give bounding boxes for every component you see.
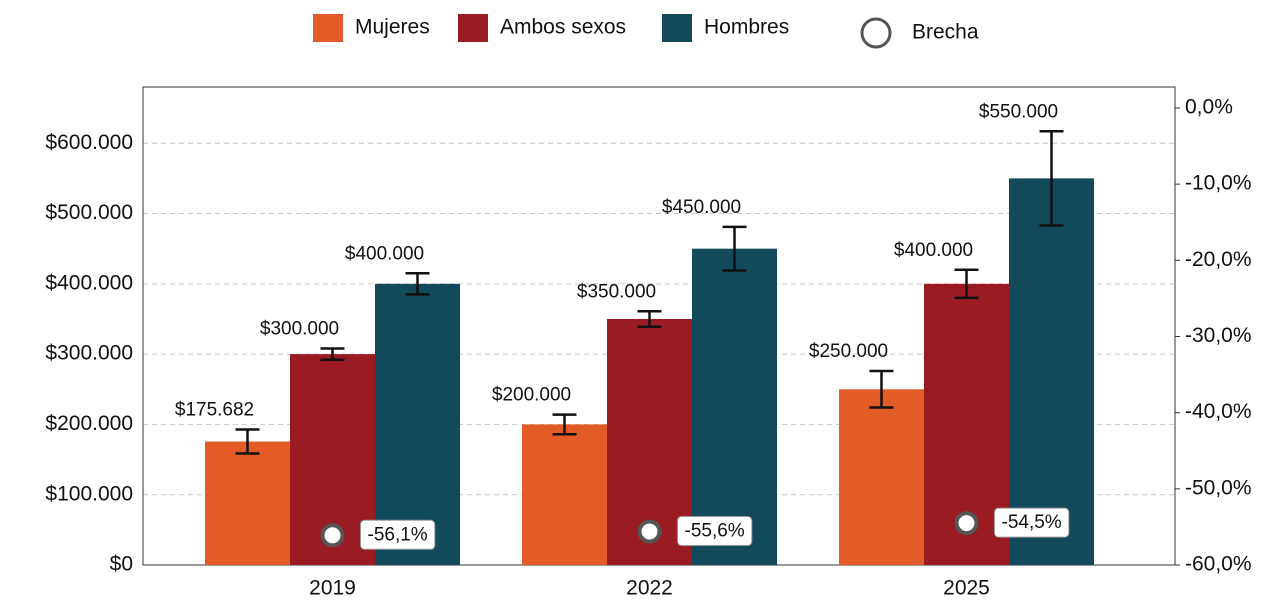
y-tick-label: $300.000 — [45, 342, 133, 365]
value-label: $175.682 — [175, 400, 254, 421]
bar — [1009, 178, 1094, 565]
gap-point — [954, 511, 979, 536]
legend-swatch — [313, 14, 343, 42]
legend-label: Brecha — [912, 21, 979, 44]
legend-swatch — [662, 14, 692, 42]
gap-label-box — [994, 507, 1070, 538]
error-bar — [637, 309, 662, 328]
value-label: $250.000 — [809, 341, 888, 362]
value-label: $400.000 — [894, 240, 973, 261]
error-bar — [235, 428, 260, 455]
gap-point — [637, 519, 662, 544]
legend-label: Ambos sexos — [500, 16, 626, 39]
error-bar — [1039, 130, 1064, 227]
y-tick-label: $0 — [110, 553, 133, 576]
x-tick-label: 2025 — [943, 577, 990, 600]
bar — [522, 424, 607, 565]
value-label: $450.000 — [662, 197, 741, 218]
value-label: $300.000 — [260, 319, 339, 340]
error-bar — [552, 413, 577, 436]
error-bar — [954, 268, 979, 300]
error-bar — [869, 369, 894, 409]
y-tick-label: $400.000 — [45, 271, 133, 294]
bar — [205, 441, 290, 565]
legend-swatch — [458, 14, 488, 42]
value-label: $400.000 — [345, 243, 424, 264]
gap-label: -55,6% — [685, 520, 745, 541]
y2-tick-label: -50,0% — [1185, 476, 1252, 499]
y-tick-label: $200.000 — [45, 412, 133, 435]
gap-label-box — [360, 519, 436, 550]
y2-tick-label: -60,0% — [1185, 553, 1252, 576]
y2-tick-label: 0,0% — [1185, 95, 1233, 118]
gap-label: -56,1% — [368, 524, 428, 545]
legend-label: Hombres — [704, 16, 789, 39]
y-tick-label: $100.000 — [45, 482, 133, 505]
bar — [692, 248, 777, 566]
gap-point — [320, 523, 345, 548]
gap-label: -54,5% — [1002, 512, 1062, 533]
x-tick-label: 2022 — [626, 577, 673, 600]
error-bar — [722, 225, 747, 272]
legend-label: Mujeres — [355, 16, 430, 39]
value-label: $200.000 — [492, 385, 571, 406]
x-tick-label: 2019 — [309, 577, 356, 600]
gap-label-box — [677, 515, 753, 546]
value-label: $550.000 — [979, 101, 1058, 122]
y2-tick-label: -30,0% — [1185, 324, 1252, 347]
y-tick-label: $600.000 — [45, 131, 133, 154]
value-label: $350.000 — [577, 281, 656, 302]
y-tick-label: $500.000 — [45, 201, 133, 224]
y2-tick-label: -20,0% — [1185, 248, 1252, 271]
error-bar — [320, 347, 345, 361]
error-bar — [405, 272, 430, 296]
bar — [839, 389, 924, 565]
y2-tick-label: -40,0% — [1185, 400, 1252, 423]
bar — [375, 283, 460, 565]
legend-marker — [860, 17, 892, 49]
y2-tick-label: -10,0% — [1185, 172, 1252, 195]
